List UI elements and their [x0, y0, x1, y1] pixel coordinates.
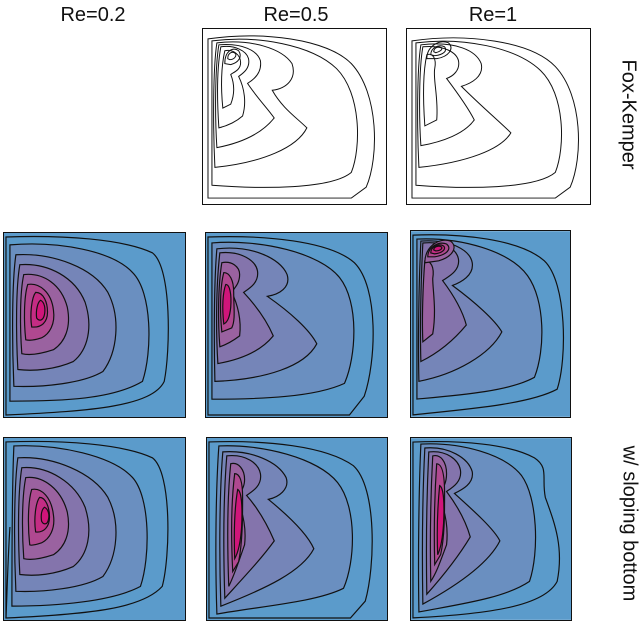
column-title-re-0-2: Re=0.2 — [60, 4, 126, 26]
contour-plot — [206, 233, 387, 417]
contour-plot — [207, 35, 375, 199]
contour-plot — [207, 438, 387, 620]
contour-plot — [4, 233, 185, 417]
panel-sloping-re-0-2 — [3, 437, 186, 621]
panel-sloping-re-0-5 — [206, 437, 388, 621]
contour-plot — [411, 37, 579, 199]
panel-filled-re-0-5 — [205, 232, 388, 418]
row-label-fox-kemper: Fox-Kemper — [617, 59, 639, 170]
column-title-re-1: Re=1 — [468, 4, 518, 26]
panel-filled-re-1 — [410, 230, 571, 418]
contour-plot — [4, 438, 185, 620]
panel-fox-kemper-re-0-5 — [202, 28, 387, 205]
contour-plot — [411, 438, 571, 620]
contour-plot — [411, 231, 570, 417]
panel-fox-kemper-re-1 — [406, 28, 591, 205]
panel-filled-re-0-2 — [3, 232, 186, 418]
row-label-sloping-bottom: w/ sloping bottom — [618, 445, 639, 602]
panel-sloping-re-1 — [410, 437, 572, 621]
column-title-re-0-5: Re=0.5 — [263, 4, 329, 26]
